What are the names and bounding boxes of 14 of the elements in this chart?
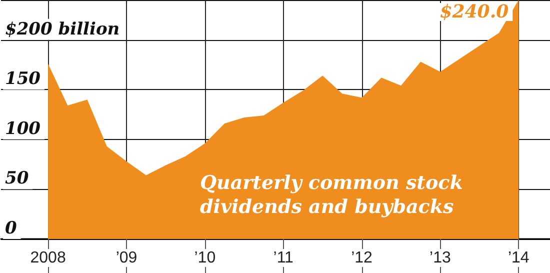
x-tick-label: ’13 bbox=[430, 250, 451, 266]
data-label: $240.0 bbox=[440, 2, 510, 22]
x-tick-label: ’09 bbox=[116, 250, 138, 266]
x-tick-label: ’10 bbox=[194, 250, 216, 266]
x-tick-label: 2008 bbox=[30, 250, 66, 266]
y-tick-label: 100 bbox=[5, 118, 41, 139]
x-tick-label: ’11 bbox=[273, 250, 294, 266]
y-tick-label: 50 bbox=[5, 168, 29, 189]
annotation: Quarterly common stock dividends and buybacks bbox=[200, 172, 470, 218]
x-tick-label: ’12 bbox=[351, 250, 373, 266]
y-tick-label: 150 bbox=[5, 69, 41, 90]
y-tick-label: 0 bbox=[5, 218, 17, 238]
x-tick-label: ’14 bbox=[508, 250, 530, 266]
y-tick-label: $200 billion bbox=[5, 19, 120, 40]
